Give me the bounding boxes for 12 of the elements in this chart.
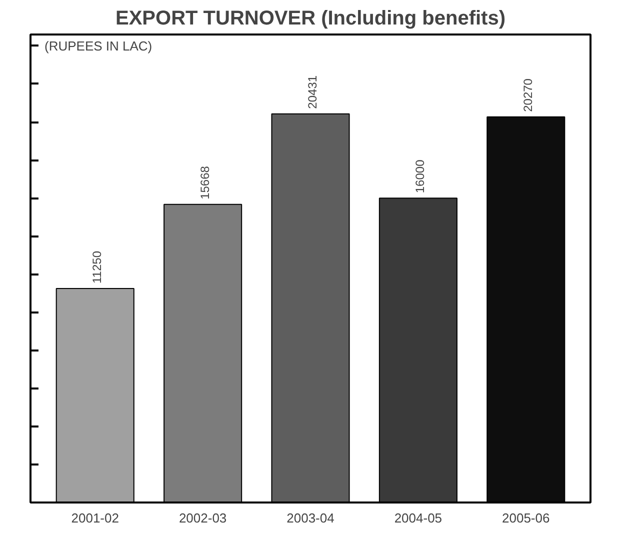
data-label: 20431 — [306, 75, 320, 109]
data-label: 16000 — [413, 159, 428, 194]
data-label: 20270 — [520, 78, 535, 112]
x-tick-label: 2004-05 — [394, 510, 442, 526]
x-tick-label: 2001-02 — [71, 510, 119, 526]
x-tick-label: 2002-03 — [178, 510, 227, 526]
annotation: (RUPEES IN LAC) — [44, 38, 152, 54]
chart-title: EXPORT TURNOVER (Including benefits) — [115, 8, 506, 30]
data-label: 11250 — [90, 250, 104, 284]
x-tick-label: 2005-06 — [502, 510, 550, 526]
x-tick-label: 2003-04 — [286, 510, 334, 526]
data-label: 15668 — [198, 166, 212, 200]
